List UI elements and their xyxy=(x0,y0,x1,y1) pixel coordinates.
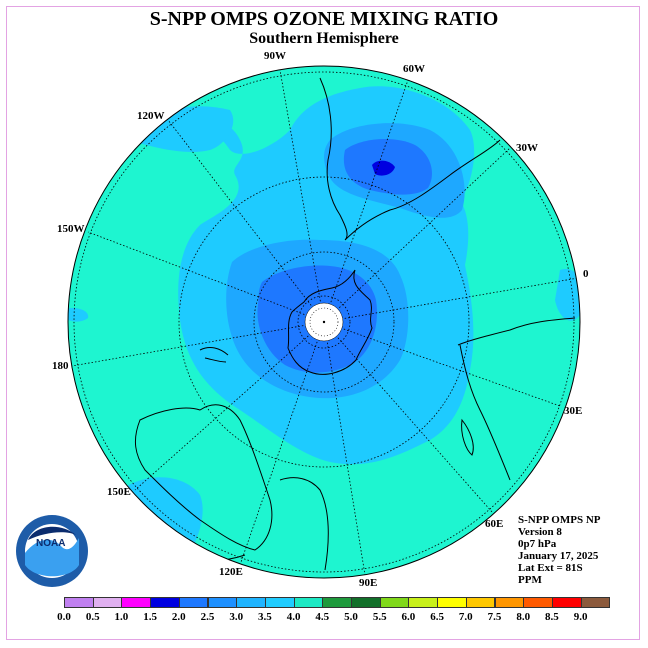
legend-tick-label: 5.5 xyxy=(372,611,387,623)
product-info: S-NPP OMPS NP Version 8 0p7 hPa January … xyxy=(518,514,601,586)
meridian-120w xyxy=(167,119,325,323)
legend-swatch xyxy=(236,597,266,608)
legend-tick-label: 7.0 xyxy=(458,611,473,623)
lon-label-120w: 120W xyxy=(137,110,165,122)
info-instrument: S-NPP OMPS NP xyxy=(518,514,601,526)
legend-swatch xyxy=(379,597,410,608)
lon-label-60e: 60E xyxy=(485,518,504,530)
noaa-logo-text: NOAA xyxy=(36,538,66,549)
legend-swatch xyxy=(494,597,525,608)
legend-swatch xyxy=(150,597,180,608)
legend-swatch xyxy=(293,597,324,608)
latitude-circle-70 xyxy=(253,251,395,393)
meridian-90w xyxy=(279,69,325,323)
plot-frame xyxy=(6,6,640,640)
madagascar-coast xyxy=(461,418,474,456)
legend-swatch xyxy=(121,597,152,608)
meridian-90e xyxy=(323,321,366,576)
polar-inner-circle xyxy=(309,307,339,337)
map-boundary xyxy=(67,65,581,579)
meridian-150e xyxy=(134,321,325,491)
lon-label-150w: 150W xyxy=(57,223,85,235)
latitude-circle-80 xyxy=(297,295,351,349)
legend-swatch xyxy=(465,597,496,608)
legend-tick-label: 1.5 xyxy=(143,611,157,623)
legend-swatch xyxy=(207,597,238,608)
latitude-circle-50 xyxy=(178,176,470,468)
meridian-180 xyxy=(71,321,325,367)
graticule xyxy=(71,69,579,576)
meridian-150w xyxy=(87,231,325,323)
lon-label-150e: 150E xyxy=(107,486,131,498)
info-lat-extent: Lat Ext = 81S xyxy=(518,562,583,574)
new-zealand-coast xyxy=(199,347,229,363)
africa-coast xyxy=(457,317,576,481)
legend-tick-label: 3.0 xyxy=(229,611,244,623)
legend-tick-label: 4.5 xyxy=(315,611,330,623)
lon-label-30w: 30W xyxy=(516,142,538,154)
noaa-logo xyxy=(16,515,88,587)
legend-tick-label: 0.0 xyxy=(57,611,71,623)
latitude-circle-30 xyxy=(73,71,575,573)
south-america-coast xyxy=(319,77,501,241)
info-date: January 17, 2025 xyxy=(518,550,599,562)
lon-label-60w: 60W xyxy=(403,63,425,75)
legend-tick-label: 2.0 xyxy=(171,611,186,623)
legend-tick-label: 0.5 xyxy=(85,611,100,623)
legend-tick-label: 2.5 xyxy=(200,611,215,623)
legend-swatch xyxy=(523,597,553,608)
south-pole-dot xyxy=(322,320,326,324)
legend-tick-label: 3.5 xyxy=(258,611,272,623)
legend-tick-label: 5.0 xyxy=(344,611,358,623)
lon-label-90w: 90W xyxy=(264,50,286,62)
legend-swatch xyxy=(64,597,94,608)
meridian-0 xyxy=(323,277,579,323)
legend-swatch xyxy=(551,597,582,608)
legend-tick-label: 8.0 xyxy=(516,611,531,623)
legend-swatch xyxy=(408,597,439,608)
lon-label-180: 180 xyxy=(52,360,69,372)
legend-tick-label: 1.0 xyxy=(114,611,129,623)
meridian-60e xyxy=(323,321,493,513)
meridian-120e xyxy=(239,321,325,566)
legend-tick-label: 6.0 xyxy=(401,611,416,623)
info-units: PPM xyxy=(518,574,542,586)
legend-tick-label: 7.5 xyxy=(487,611,502,623)
map-title: S-NPP OMPS OZONE MIXING RATIO xyxy=(149,8,499,30)
lon-label-120e: 120E xyxy=(219,566,243,578)
meridian-30w xyxy=(323,147,511,323)
info-version: Version 8 xyxy=(518,526,562,538)
legend-swatch xyxy=(264,597,295,608)
info-pressure-level: 0p7 hPa xyxy=(518,538,557,550)
legend-swatch xyxy=(322,597,352,608)
lon-label-90e: 90E xyxy=(359,577,378,589)
lon-label-0: 0 xyxy=(583,268,589,280)
antarctica-coast xyxy=(287,269,373,375)
logo-wave xyxy=(25,538,79,577)
legend-tick-label: 6.5 xyxy=(430,611,444,623)
lon-label-30e: 30E xyxy=(564,405,583,417)
legend-tick-label: 9.0 xyxy=(573,611,588,623)
legend-swatch xyxy=(178,597,209,608)
logo-bird xyxy=(28,526,76,540)
legend-swatch xyxy=(580,597,611,608)
legend-swatch xyxy=(351,597,381,608)
legend-swatch xyxy=(437,597,467,608)
field-level-1.5 xyxy=(372,160,395,176)
map-subtitle: Southern Hemisphere xyxy=(249,30,399,47)
legend-tick-label: 8.5 xyxy=(545,611,559,623)
legend-swatch xyxy=(92,597,123,608)
legend-tick-label: 4.0 xyxy=(286,611,301,623)
meridian-60w xyxy=(323,79,409,323)
